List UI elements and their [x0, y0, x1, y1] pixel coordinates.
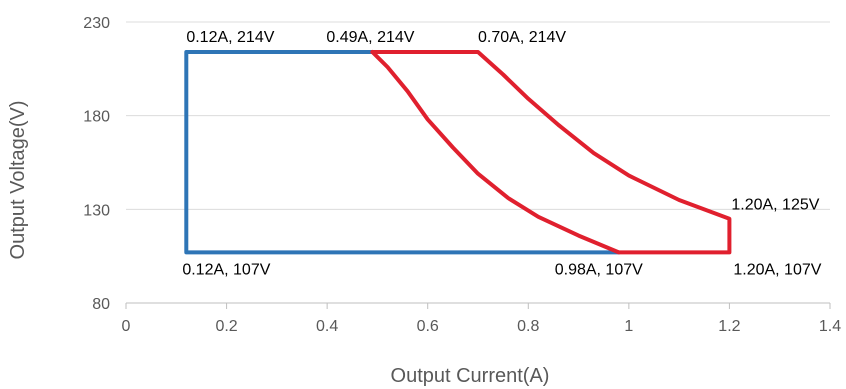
data-label: 1.20A, 125V: [731, 197, 819, 214]
y-tick-label: 180: [83, 109, 110, 126]
series-line-2: [370, 50, 732, 255]
y-tick-label: 80: [92, 296, 110, 313]
x-tick-label: 0.4: [316, 318, 338, 335]
y-axis-title: Output Voltage(V): [7, 101, 29, 260]
tick-labels: 80 130 180 230 0 0.2 0.4 0.6 0.8 1 1.2 1.4: [83, 15, 841, 335]
data-annotations: 0.12A, 214V 0.49A, 214V 0.70A, 214V 1.20A, …: [182, 29, 821, 278]
series-line-1: [184, 50, 621, 255]
x-tick-label: 0.2: [215, 318, 237, 335]
x-tick-label: 1.2: [718, 318, 740, 335]
grid-lines: [126, 21, 830, 210]
x-tick-label: 1.4: [819, 318, 841, 335]
data-label: 0.12A, 214V: [186, 29, 274, 46]
y-tick-label: 230: [83, 15, 110, 32]
axes: [125, 302, 831, 309]
data-label: 1.20A, 107V: [733, 261, 821, 278]
x-tick-label: 1: [624, 318, 633, 335]
data-label: 0.12A, 107V: [182, 261, 270, 278]
x-axis-title: Output Current(A): [391, 365, 550, 387]
data-label: 0.49A, 214V: [326, 29, 414, 46]
x-tick-label: 0.8: [517, 318, 539, 335]
y-tick-label: 130: [83, 202, 110, 219]
series-lines: [184, 50, 732, 255]
data-label: 0.70A, 214V: [478, 29, 566, 46]
x-tick-label: 0.6: [417, 318, 439, 335]
x-tick-label: 0: [122, 318, 131, 335]
data-label: 0.98A, 107V: [555, 261, 643, 278]
